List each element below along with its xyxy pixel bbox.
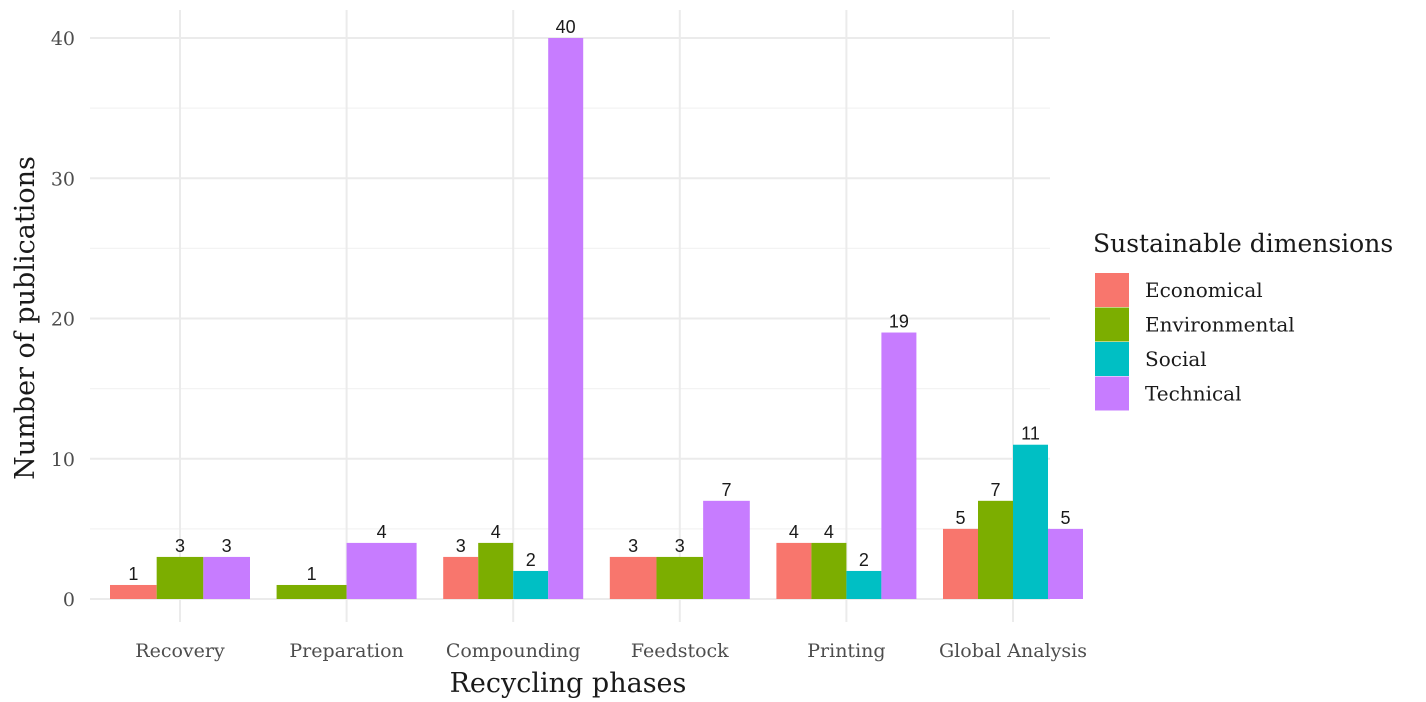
- legend-key: [1095, 376, 1129, 411]
- bar: [703, 500, 750, 599]
- bar-value-label: 1: [128, 564, 138, 584]
- x-tick-label: Preparation: [289, 640, 403, 662]
- bars: [110, 38, 1083, 599]
- bar-value-label: 2: [526, 550, 536, 570]
- y-tick-label: 40: [51, 28, 75, 50]
- legend-key: [1095, 307, 1129, 342]
- bar: [513, 570, 549, 599]
- bar-value-label: 3: [675, 536, 685, 556]
- legend-title: Sustainable dimensions: [1093, 229, 1393, 258]
- y-axis-title: Number of publications: [10, 156, 41, 480]
- x-tick-label: Recovery: [135, 640, 225, 662]
- y-tick-label: 10: [51, 449, 75, 471]
- legend-label: Economical: [1145, 278, 1263, 302]
- bar: [110, 584, 157, 599]
- x-tick-label: Feedstock: [631, 640, 729, 662]
- bar-value-label: 3: [628, 536, 638, 556]
- bar: [881, 332, 917, 599]
- bar-value-label: 7: [721, 480, 731, 500]
- bar: [548, 38, 584, 599]
- bar: [846, 570, 882, 599]
- bar-value-label: 19: [889, 312, 909, 332]
- bar: [1048, 528, 1083, 599]
- x-tick-label: Global Analysis: [939, 640, 1087, 662]
- bar-value-label: 4: [824, 522, 834, 542]
- bar: [811, 542, 847, 599]
- legend-key: [1095, 342, 1129, 376]
- bar-value-label: 1: [307, 564, 317, 584]
- legend-key: [1095, 273, 1129, 307]
- bar: [203, 556, 250, 599]
- bar-value-label: 4: [491, 522, 501, 542]
- legend: Sustainable dimensions Economical Environ…: [1093, 229, 1393, 411]
- bar: [609, 556, 657, 599]
- x-axis-ticks: Recovery Preparation Compounding Feedstock P…: [135, 640, 1087, 662]
- bar: [346, 542, 417, 599]
- bar: [478, 542, 514, 599]
- bar-value-label: 11: [1021, 424, 1040, 444]
- bar: [1013, 444, 1048, 599]
- bar: [656, 556, 704, 599]
- bar-value-label: 4: [789, 522, 799, 542]
- x-tick-label: Printing: [807, 640, 885, 662]
- bar-value-label: 3: [175, 536, 185, 556]
- legend-label: Environmental: [1145, 313, 1295, 337]
- y-tick-label: 0: [63, 589, 75, 611]
- y-tick-label: 30: [51, 168, 75, 190]
- y-tick-label: 20: [51, 309, 75, 331]
- bar: [156, 556, 204, 599]
- bar-value-label: 7: [990, 480, 1000, 500]
- bar-value-label: 40: [556, 17, 576, 37]
- bar-value-label: 5: [955, 508, 965, 528]
- bar-value-label: 2: [859, 550, 869, 570]
- legend-label: Technical: [1145, 382, 1242, 406]
- bar-value-label: 3: [456, 536, 466, 556]
- bar: [776, 542, 812, 599]
- bar: [978, 500, 1013, 599]
- y-axis-ticks: 0 10 20 30 40: [51, 28, 75, 611]
- bar-value-label: 4: [377, 522, 387, 542]
- bar-value-label: 5: [1060, 508, 1070, 528]
- legend-label: Social: [1145, 347, 1207, 371]
- bar: [276, 584, 347, 599]
- bar-value-labels: 1 3 3 1 4 3 4 2 40 3 3 7 4 4 2 19 5 7 11 5: [128, 17, 1070, 584]
- bar-value-label: 3: [222, 536, 232, 556]
- bar: [943, 528, 978, 599]
- x-tick-label: Compounding: [446, 640, 581, 662]
- bar: [443, 556, 479, 599]
- x-axis-title: Recycling phases: [450, 668, 687, 699]
